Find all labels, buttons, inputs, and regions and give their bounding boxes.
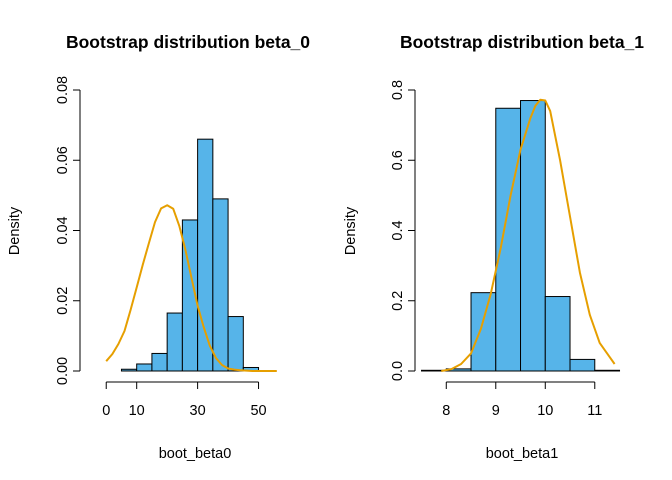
density-curve <box>105 204 277 372</box>
y-tick-label: 0.4 <box>390 220 406 240</box>
x-tick-label: 8 <box>442 403 450 419</box>
y-tick-label: 0.0 <box>390 361 406 381</box>
histogram-bars <box>421 100 621 372</box>
chart-title: Bootstrap distribution beta_1 <box>400 32 644 52</box>
histogram-bar <box>166 312 183 372</box>
histogram-bar <box>120 368 138 372</box>
density-curve <box>441 98 616 372</box>
x-tick-label: 10 <box>537 403 553 419</box>
histogram-bar <box>197 138 214 372</box>
y-axis-label: Density <box>343 206 359 255</box>
x-tick-label: 0 <box>102 403 110 419</box>
y-axis: 0.00 0.02 0.04 0.06 0.08 <box>55 76 81 385</box>
histogram-bar <box>212 198 229 372</box>
density-curve-layer <box>105 204 277 372</box>
histogram-bar <box>470 292 497 372</box>
y-axis: 0.0 0.2 0.4 0.6 0.8 <box>390 80 416 381</box>
y-tick-label: 0.06 <box>55 146 71 174</box>
histogram-bar <box>569 358 596 372</box>
x-axis: 8 9 10 11 <box>442 381 602 419</box>
x-axis-label: boot_beta0 <box>159 446 232 462</box>
histogram-bar <box>594 369 621 372</box>
x-tick-label: 50 <box>250 403 266 419</box>
histogram-bar <box>151 352 168 372</box>
x-axis-label: boot_beta1 <box>486 446 559 462</box>
histogram-bar <box>495 107 522 372</box>
panel-beta0: Bootstrap distribution beta_0 boot_beta0… <box>7 32 310 462</box>
y-tick-label: 0.00 <box>55 357 71 385</box>
y-tick-label: 0.02 <box>55 287 71 315</box>
histogram-bar <box>227 316 244 372</box>
y-tick-label: 0.08 <box>55 76 71 104</box>
y-tick-label: 0.8 <box>390 80 406 100</box>
panel-beta1: Bootstrap distribution beta_1 boot_beta1… <box>343 32 644 462</box>
y-tick-label: 0.04 <box>55 216 71 244</box>
x-tick-label: 11 <box>587 403 602 419</box>
y-tick-label: 0.6 <box>390 150 406 170</box>
x-tick-label: 30 <box>190 403 206 419</box>
x-axis: 0 10 30 50 <box>102 381 267 419</box>
chart-title: Bootstrap distribution beta_0 <box>66 32 310 52</box>
x-tick-label: 9 <box>492 403 500 419</box>
y-axis-label: Density <box>7 206 23 255</box>
histogram-bar <box>544 296 571 372</box>
histogram-bar <box>520 100 546 372</box>
density-curve-layer <box>441 98 616 372</box>
y-tick-label: 0.2 <box>390 291 406 311</box>
histogram-bar <box>136 363 153 372</box>
histogram-bars <box>120 138 260 372</box>
x-tick-label: 10 <box>129 403 145 419</box>
